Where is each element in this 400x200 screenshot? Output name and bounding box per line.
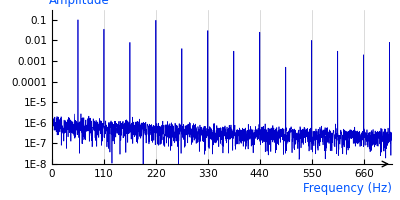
X-axis label: Frequency (Hz): Frequency (Hz): [303, 182, 392, 195]
Y-axis label: Amplitude: Amplitude: [49, 0, 109, 7]
